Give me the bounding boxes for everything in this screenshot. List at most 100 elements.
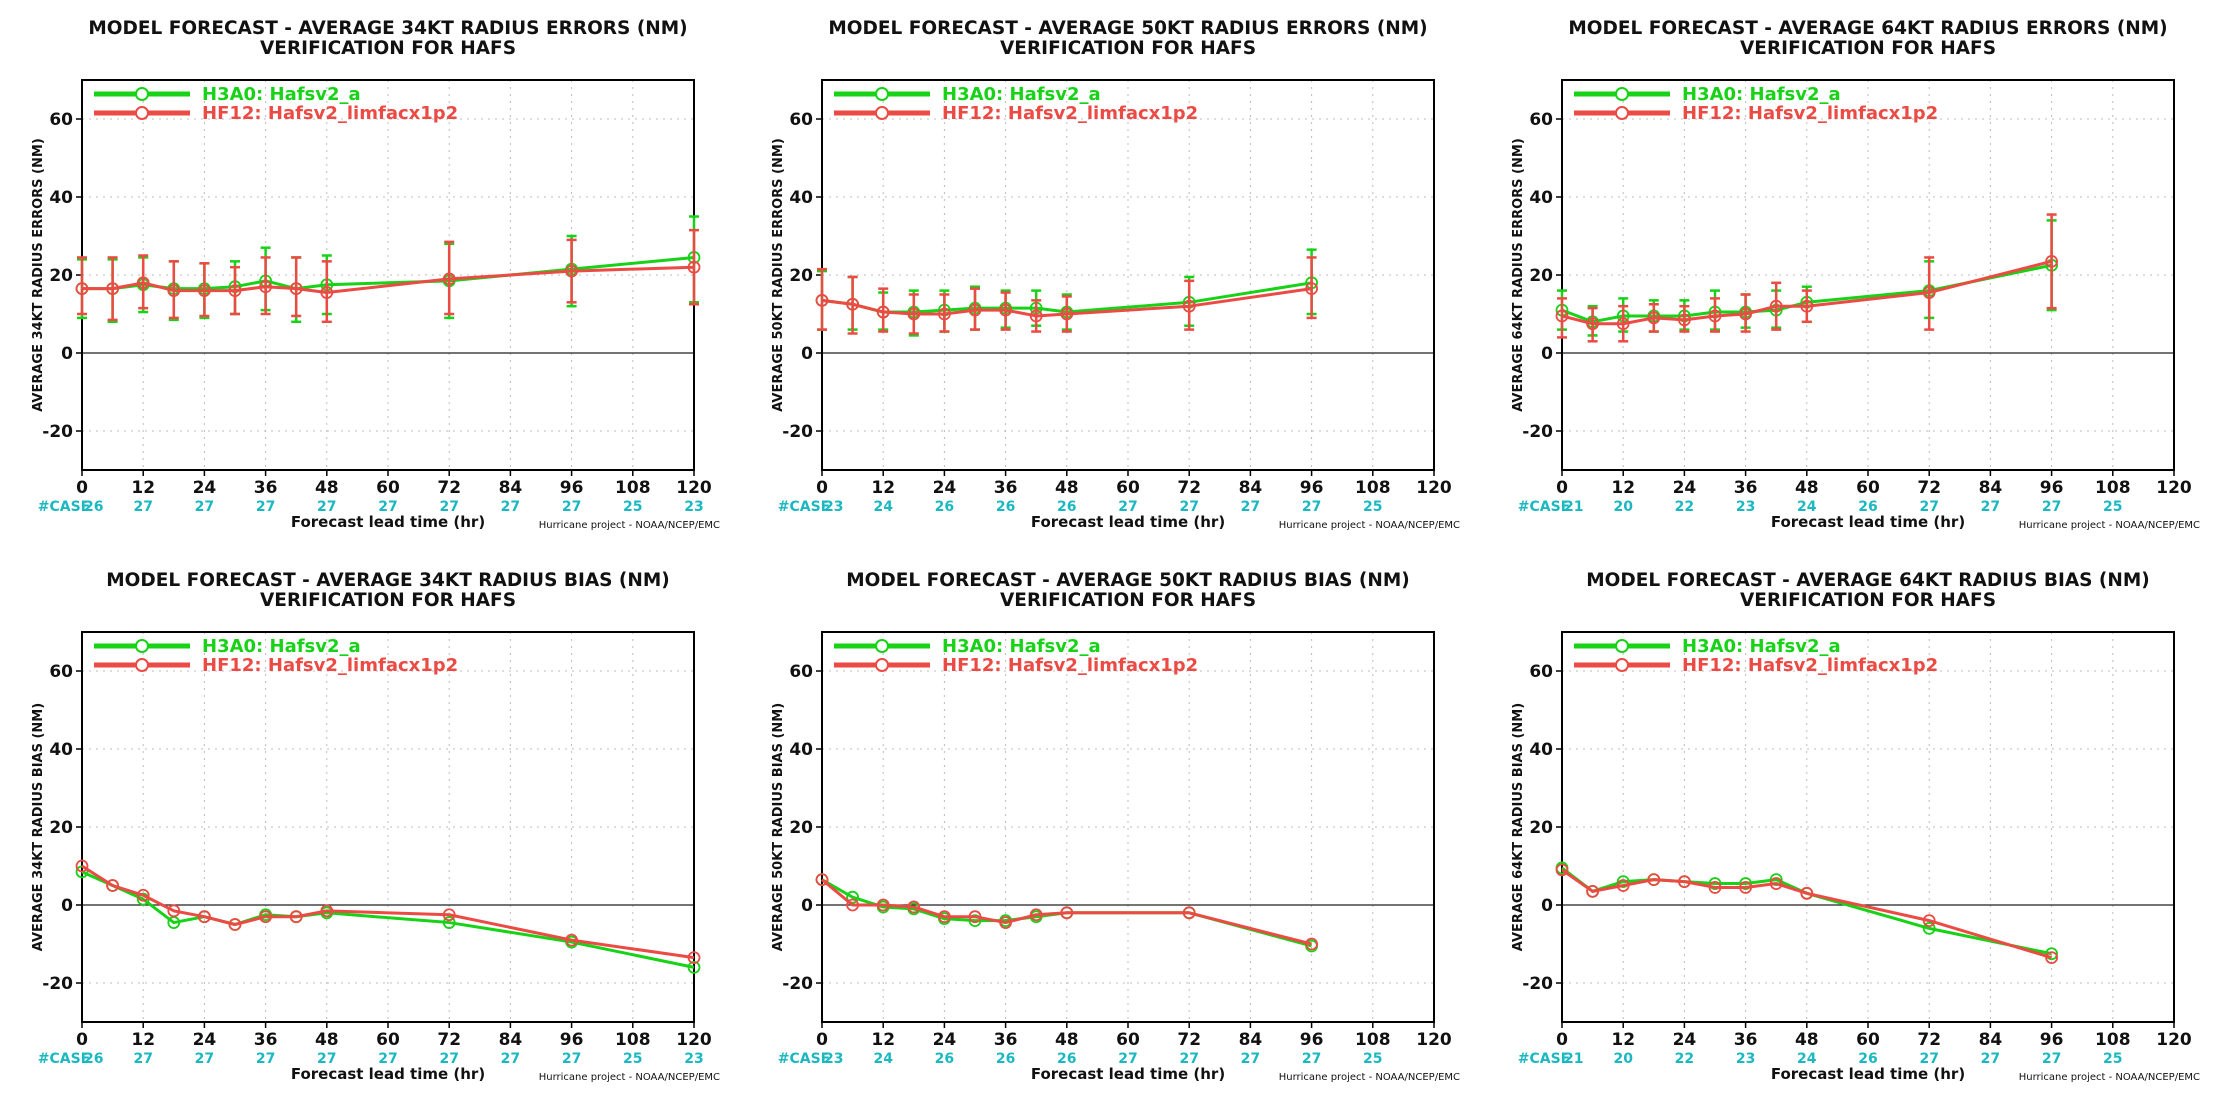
data-point bbox=[106, 282, 119, 296]
x-tick-label: 36 bbox=[254, 1030, 278, 1050]
case-count: 27 bbox=[1919, 499, 1938, 515]
legend-marker bbox=[135, 658, 149, 672]
data-point bbox=[999, 916, 1012, 929]
legend-marker bbox=[135, 87, 149, 101]
x-tick-label: 24 bbox=[193, 1030, 217, 1050]
x-tick-label: 96 bbox=[560, 1030, 584, 1050]
case-count: 23 bbox=[824, 1051, 843, 1067]
case-count: 24 bbox=[1797, 1051, 1817, 1067]
data-point bbox=[167, 904, 181, 918]
y-tick-label: -20 bbox=[1522, 974, 1553, 994]
series-h3a0 bbox=[1555, 861, 2059, 961]
y-tick-label: 60 bbox=[1529, 110, 1553, 130]
y-tick-label: 0 bbox=[801, 896, 813, 916]
case-count: 27 bbox=[562, 499, 581, 515]
y-tick-label: -20 bbox=[42, 974, 73, 994]
data-point bbox=[442, 916, 456, 929]
data-point bbox=[1678, 875, 1691, 888]
case-count: 26 bbox=[996, 499, 1015, 515]
chart-subtitle: VERIFICATION FOR HAFS bbox=[260, 590, 516, 611]
case-count: 27 bbox=[1179, 499, 1198, 515]
data-point bbox=[167, 284, 181, 298]
data-point bbox=[968, 303, 982, 317]
y-tick-label: 40 bbox=[1529, 188, 1553, 208]
data-point bbox=[846, 297, 859, 311]
case-count: 26 bbox=[1858, 1051, 1877, 1067]
case-count: 27 bbox=[1118, 1051, 1137, 1067]
data-point bbox=[687, 260, 701, 274]
data-point bbox=[1305, 937, 1318, 951]
data-point bbox=[1739, 881, 1752, 894]
y-tick-label: -20 bbox=[42, 422, 73, 442]
x-tick-label: 60 bbox=[1856, 478, 1880, 498]
x-tick-label: 108 bbox=[2095, 478, 2131, 498]
legend-marker bbox=[875, 639, 889, 653]
data-point bbox=[1029, 309, 1043, 323]
data-point bbox=[1616, 875, 1630, 888]
legend-label: H3A0: Hafsv2_a bbox=[1682, 636, 1841, 657]
data-point bbox=[687, 961, 701, 974]
y-axis-label: AVERAGE 34KT RADIUS ERRORS (NM) bbox=[31, 138, 46, 412]
case-count: 21 bbox=[1564, 1051, 1583, 1067]
y-tick-label: 60 bbox=[789, 662, 813, 682]
legend-marker bbox=[1615, 87, 1629, 101]
case-count: 27 bbox=[1981, 499, 2000, 515]
x-tick-label: 120 bbox=[1416, 1030, 1452, 1050]
data-point bbox=[1708, 877, 1722, 890]
series-line bbox=[1561, 259, 2052, 326]
case-count: 27 bbox=[1302, 1051, 1321, 1067]
data-point bbox=[228, 918, 242, 931]
legend-marker bbox=[135, 639, 149, 653]
x-tick-label: 36 bbox=[254, 478, 278, 498]
case-count: 27 bbox=[1179, 1051, 1198, 1067]
x-axis-label: Forecast lead time (hr) bbox=[1771, 1065, 1965, 1083]
x-tick-label: 24 bbox=[1673, 478, 1697, 498]
x-tick-label: 0 bbox=[816, 478, 828, 498]
credit-text: Hurricane project - NOAA/NCEP/EMC bbox=[539, 520, 720, 531]
legend-marker bbox=[135, 106, 149, 120]
case-label: #CASE bbox=[38, 1051, 91, 1067]
legend-label: HF12: Hafsv2_limfacx1p2 bbox=[942, 103, 1198, 124]
series-line bbox=[821, 878, 1312, 946]
case-count: 23 bbox=[684, 1051, 703, 1067]
chart-panel: MODEL FORECAST - AVERAGE 34KT RADIUS BIA… bbox=[31, 570, 720, 1083]
legend-marker bbox=[1615, 658, 1629, 672]
y-axis-label: AVERAGE 50KT RADIUS BIAS (NM) bbox=[771, 703, 786, 951]
data-point bbox=[815, 293, 829, 307]
x-tick-label: 48 bbox=[1795, 478, 1819, 498]
data-point bbox=[1769, 299, 1783, 313]
chart-panel: MODEL FORECAST - AVERAGE 34KT RADIUS ERR… bbox=[31, 18, 720, 531]
case-count: 27 bbox=[378, 499, 397, 515]
case-count: 27 bbox=[133, 499, 152, 515]
credit-text: Hurricane project - NOAA/NCEP/EMC bbox=[1279, 1072, 1460, 1083]
chart-title: MODEL FORECAST - AVERAGE 64KT RADIUS ERR… bbox=[1568, 18, 2167, 39]
y-tick-label: 0 bbox=[61, 344, 73, 364]
case-count: 27 bbox=[378, 1051, 397, 1067]
data-point bbox=[197, 284, 211, 298]
data-point bbox=[259, 280, 273, 294]
data-point bbox=[876, 305, 890, 319]
case-label: #CASE bbox=[778, 1051, 831, 1067]
x-tick-label: 96 bbox=[1300, 1030, 1324, 1050]
data-point bbox=[197, 910, 211, 924]
data-point bbox=[1739, 307, 1752, 321]
x-tick-label: 12 bbox=[131, 478, 155, 498]
case-count: 22 bbox=[1675, 499, 1694, 515]
x-tick-label: 108 bbox=[2095, 1030, 2131, 1050]
x-tick-label: 84 bbox=[1239, 1030, 1263, 1050]
x-tick-label: 0 bbox=[76, 478, 88, 498]
x-tick-label: 36 bbox=[1734, 478, 1758, 498]
y-tick-label: 20 bbox=[49, 266, 73, 286]
grid bbox=[1562, 80, 2174, 470]
data-point bbox=[75, 282, 89, 296]
legend-label: HF12: Hafsv2_limfacx1p2 bbox=[1682, 655, 1938, 676]
data-point bbox=[1800, 299, 1814, 313]
data-point bbox=[1060, 307, 1074, 321]
data-point bbox=[106, 879, 119, 892]
legend-marker bbox=[875, 658, 889, 672]
data-point bbox=[846, 898, 859, 912]
chart-panel: MODEL FORECAST - AVERAGE 64KT RADIUS BIA… bbox=[1511, 570, 2200, 1083]
case-count: 27 bbox=[195, 499, 214, 515]
data-point bbox=[846, 890, 859, 904]
